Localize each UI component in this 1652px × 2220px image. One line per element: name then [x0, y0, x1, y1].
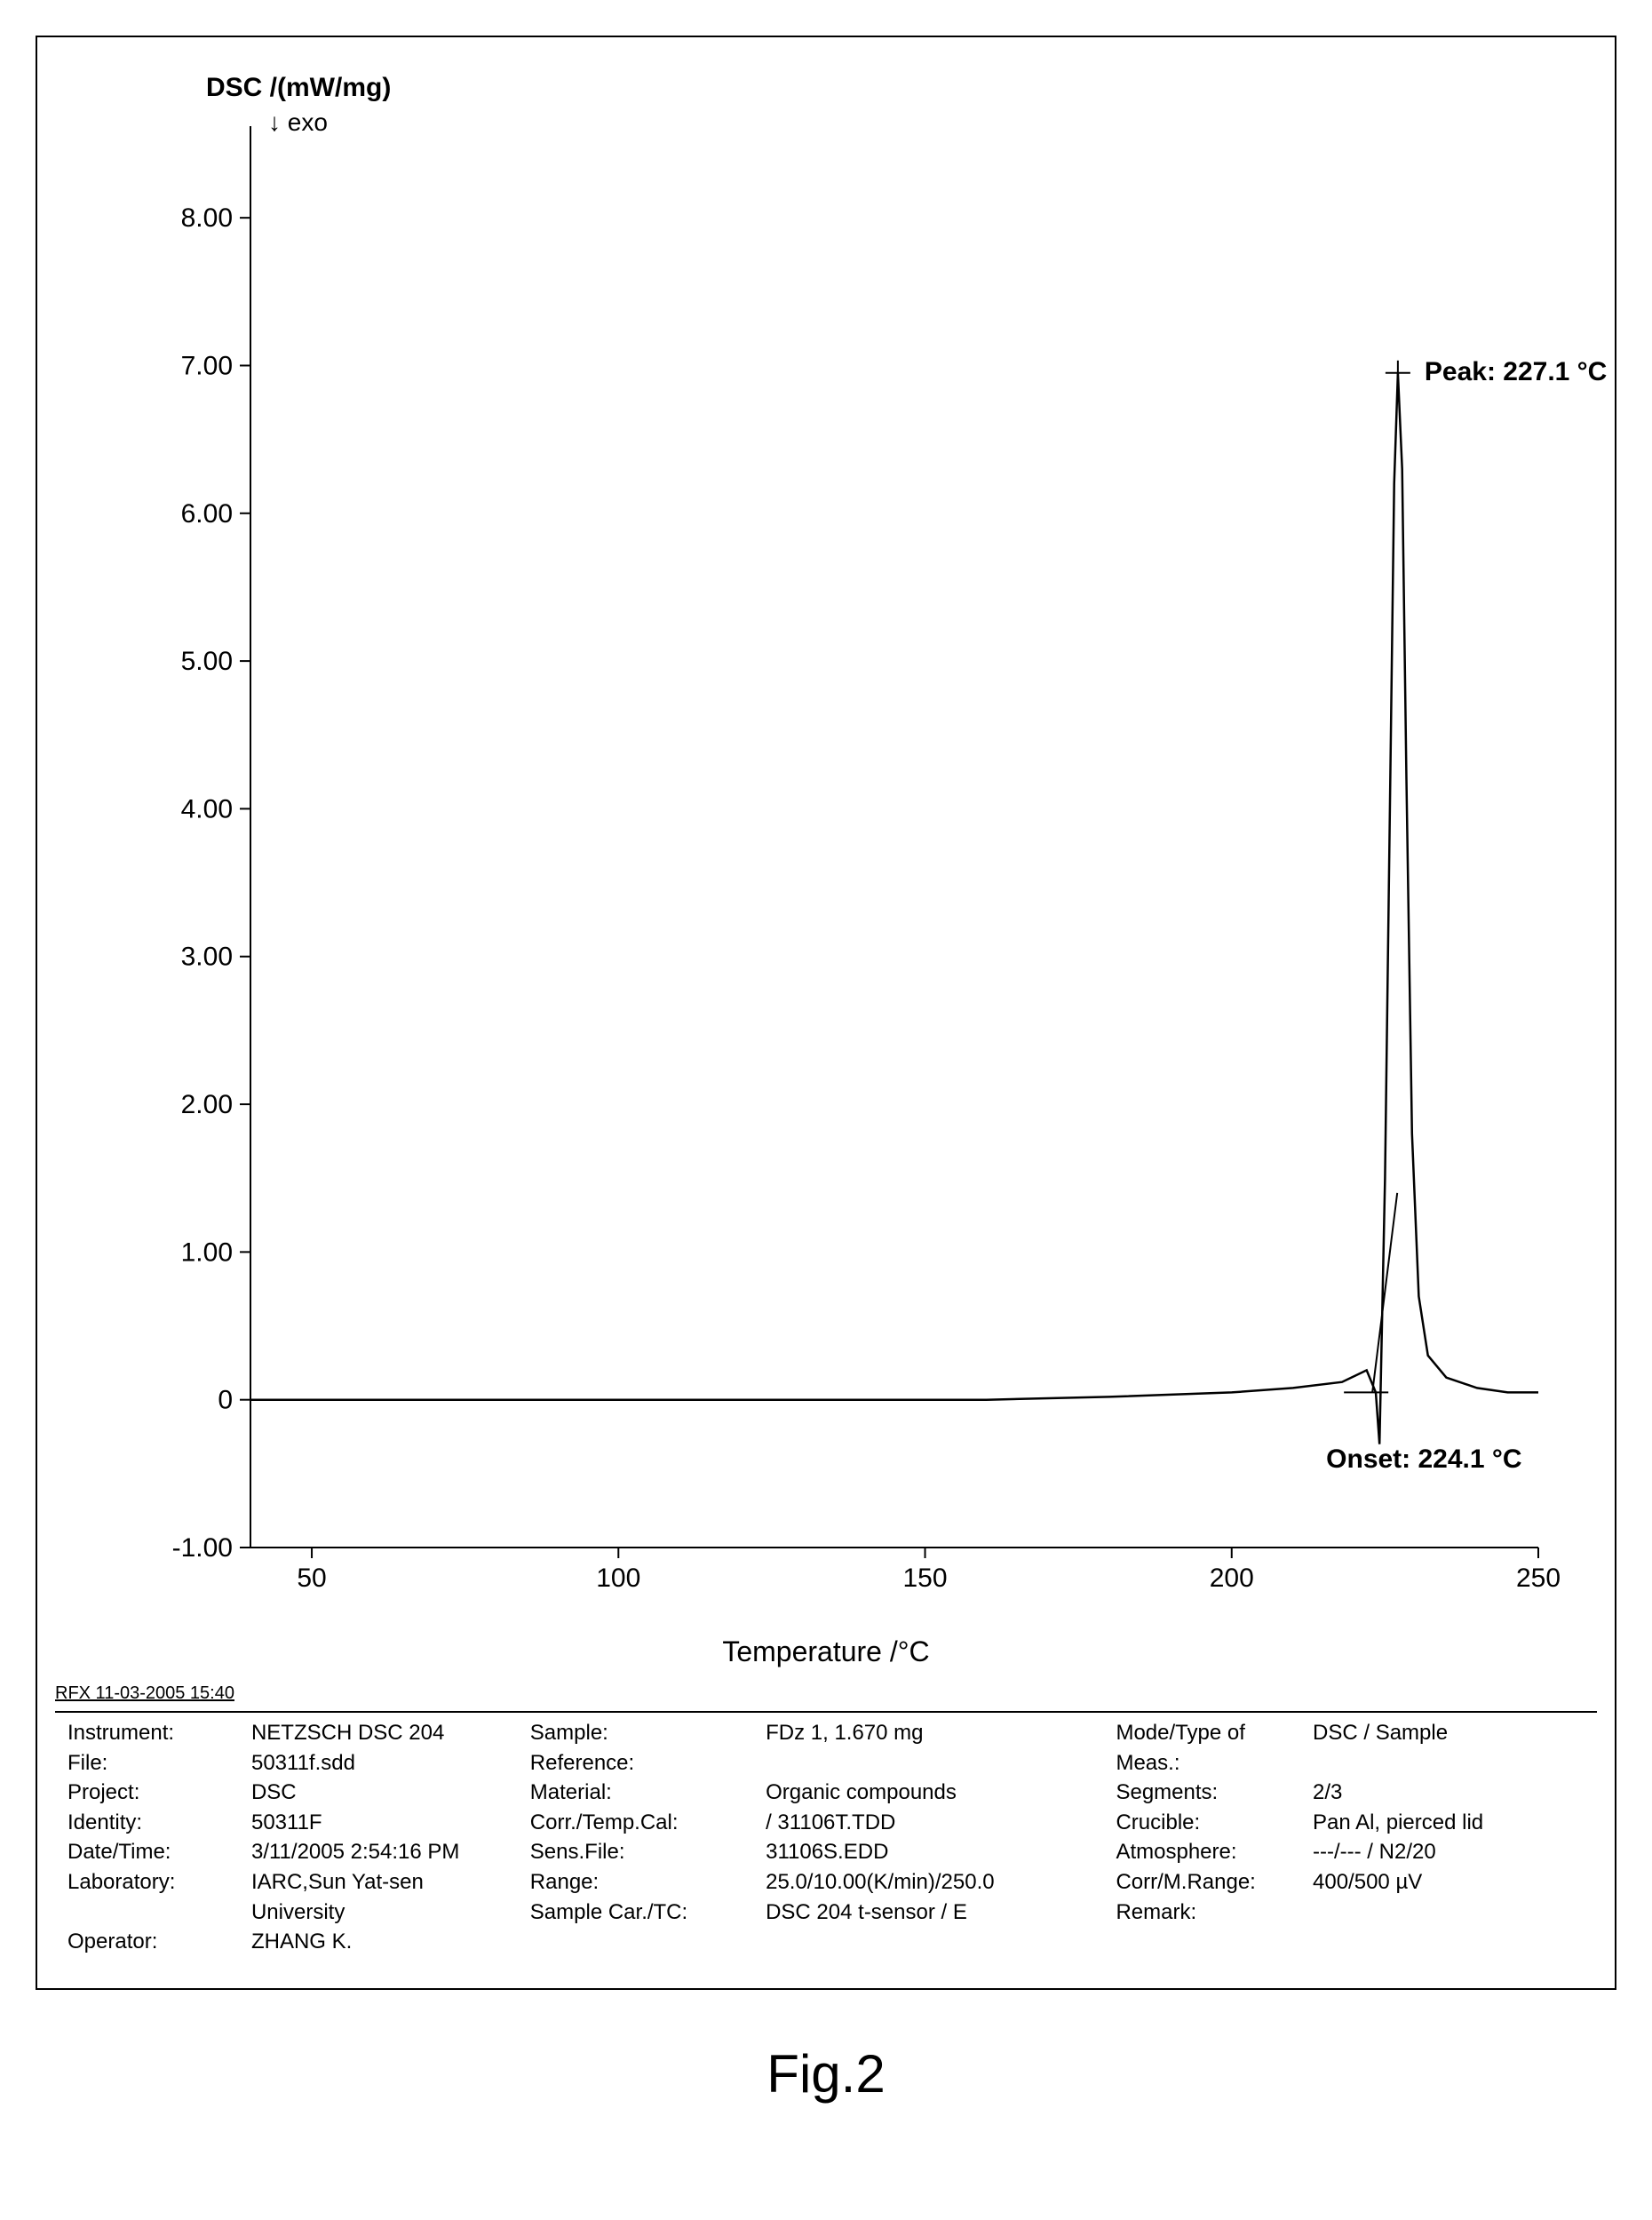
metadata-value — [1313, 1898, 1584, 1928]
metadata-value: 50311f.sdd — [251, 1748, 505, 1778]
svg-text:3.00: 3.00 — [181, 943, 233, 972]
onset-annotation: Onset: 224.1 °C — [1326, 1444, 1521, 1475]
metadata-key: Sample: — [530, 1718, 766, 1748]
svg-text:1.00: 1.00 — [181, 1237, 233, 1267]
svg-text:4.00: 4.00 — [181, 794, 233, 824]
svg-text:2.00: 2.00 — [181, 1090, 233, 1119]
metadata-row: Reference: — [530, 1748, 1092, 1778]
metadata-value: Pan Al, pierced lid — [1313, 1808, 1584, 1838]
metadata-key: File: — [68, 1748, 251, 1778]
metadata-key: Mode/Type of Meas.: — [1116, 1718, 1313, 1778]
metadata-row: Operator:ZHANG K. — [68, 1927, 505, 1957]
metadata-key: Project: — [68, 1778, 251, 1808]
metadata-row: Atmosphere:---/--- / N2/20 — [1116, 1837, 1584, 1867]
metadata-table: Instrument:NETZSCH DSC 204File:50311f.sd… — [55, 1711, 1597, 1977]
metadata-value: DSC 204 t-sensor / E — [766, 1898, 1091, 1928]
metadata-value: 25.0/10.00(K/min)/250.0 — [766, 1867, 1091, 1898]
metadata-row: Project:DSC — [68, 1778, 505, 1808]
metadata-key: Remark: — [1116, 1898, 1313, 1928]
metadata-key: Laboratory: — [68, 1867, 251, 1927]
metadata-key: Corr/M.Range: — [1116, 1867, 1313, 1898]
figure-wrapper: DSC /(mW/mg) ↓ exo -1.0001.002.003.004.0… — [36, 36, 1616, 2105]
svg-text:100: 100 — [596, 1564, 640, 1593]
metadata-row: Instrument:NETZSCH DSC 204 — [68, 1718, 505, 1748]
metadata-row: Mode/Type of Meas.:DSC / Sample — [1116, 1718, 1584, 1778]
metadata-col-2: Sample:FDz 1, 1.670 mgReference:Material… — [518, 1711, 1104, 1977]
metadata-key: Segments: — [1116, 1778, 1313, 1808]
metadata-key: Material: — [530, 1778, 766, 1808]
svg-text:8.00: 8.00 — [181, 203, 233, 233]
svg-text:6.00: 6.00 — [181, 499, 233, 529]
metadata-value: 50311F — [251, 1808, 505, 1838]
metadata-value: 3/11/2005 2:54:16 PM — [251, 1837, 505, 1867]
metadata-value: 2/3 — [1313, 1778, 1584, 1808]
metadata-key: Date/Time: — [68, 1837, 251, 1867]
metadata-key: Range: — [530, 1867, 766, 1898]
metadata-row: File:50311f.sdd — [68, 1748, 505, 1778]
plot-svg: -1.0001.002.003.004.005.006.007.008.0050… — [197, 91, 1547, 1601]
metadata-key: Sens.File: — [530, 1837, 766, 1867]
metadata-value: ZHANG K. — [251, 1927, 505, 1957]
metadata-value: / 31106T.TDD — [766, 1808, 1091, 1838]
svg-text:250: 250 — [1516, 1564, 1561, 1593]
figure-label: Fig.2 — [766, 2043, 885, 2105]
dsc-chart-frame: DSC /(mW/mg) ↓ exo -1.0001.002.003.004.0… — [36, 36, 1616, 1990]
metadata-key: Crucible: — [1116, 1808, 1313, 1838]
metadata-row: Laboratory:IARC,Sun Yat-sen University — [68, 1867, 505, 1927]
metadata-row: Sample:FDz 1, 1.670 mg — [530, 1718, 1092, 1748]
metadata-value: 31106S.EDD — [766, 1837, 1091, 1867]
metadata-row: Sens.File:31106S.EDD — [530, 1837, 1092, 1867]
metadata-value — [766, 1748, 1091, 1778]
svg-text:50: 50 — [297, 1564, 326, 1593]
metadata-key: Reference: — [530, 1748, 766, 1778]
metadata-key: Identity: — [68, 1808, 251, 1838]
metadata-row: Crucible:Pan Al, pierced lid — [1116, 1808, 1584, 1838]
metadata-col-1: Instrument:NETZSCH DSC 204File:50311f.sd… — [55, 1711, 518, 1977]
svg-text:200: 200 — [1210, 1564, 1254, 1593]
svg-text:-1.00: -1.00 — [172, 1533, 233, 1563]
peak-annotation: Peak: 227.1 °C — [1425, 357, 1607, 387]
metadata-row: Segments:2/3 — [1116, 1778, 1584, 1808]
metadata-value: DSC — [251, 1778, 505, 1808]
metadata-row: Sample Car./TC:DSC 204 t-sensor / E — [530, 1898, 1092, 1928]
metadata-value: 400/500 µV — [1313, 1867, 1584, 1898]
metadata-col-3: Mode/Type of Meas.:DSC / SampleSegments:… — [1103, 1711, 1597, 1977]
metadata-key: Corr./Temp.Cal: — [530, 1808, 766, 1838]
metadata-row: Material:Organic compounds — [530, 1778, 1092, 1808]
svg-text:0: 0 — [218, 1386, 233, 1415]
svg-text:7.00: 7.00 — [181, 351, 233, 380]
footer-timestamp: RFX 11-03-2005 15:40 — [55, 1683, 234, 1704]
metadata-key: Operator: — [68, 1927, 251, 1957]
metadata-row: Date/Time:3/11/2005 2:54:16 PM — [68, 1837, 505, 1867]
svg-text:150: 150 — [902, 1564, 947, 1593]
metadata-row: Corr/M.Range:400/500 µV — [1116, 1867, 1584, 1898]
metadata-value: FDz 1, 1.670 mg — [766, 1718, 1091, 1748]
metadata-value: DSC / Sample — [1313, 1718, 1584, 1778]
metadata-row: Remark: — [1116, 1898, 1584, 1928]
plot-area: -1.0001.002.003.004.005.006.007.008.0050… — [197, 91, 1547, 1601]
metadata-key: Atmosphere: — [1116, 1837, 1313, 1867]
x-axis-title: Temperature /°C — [722, 1635, 929, 1668]
metadata-row: Identity:50311F — [68, 1808, 505, 1838]
metadata-key: Instrument: — [68, 1718, 251, 1748]
metadata-row: Corr./Temp.Cal:/ 31106T.TDD — [530, 1808, 1092, 1838]
metadata-value: Organic compounds — [766, 1778, 1091, 1808]
metadata-value: IARC,Sun Yat-sen University — [251, 1867, 505, 1927]
metadata-key: Sample Car./TC: — [530, 1898, 766, 1928]
metadata-row: Range:25.0/10.00(K/min)/250.0 — [530, 1867, 1092, 1898]
metadata-value: NETZSCH DSC 204 — [251, 1718, 505, 1748]
metadata-value: ---/--- / N2/20 — [1313, 1837, 1584, 1867]
svg-text:5.00: 5.00 — [181, 647, 233, 676]
